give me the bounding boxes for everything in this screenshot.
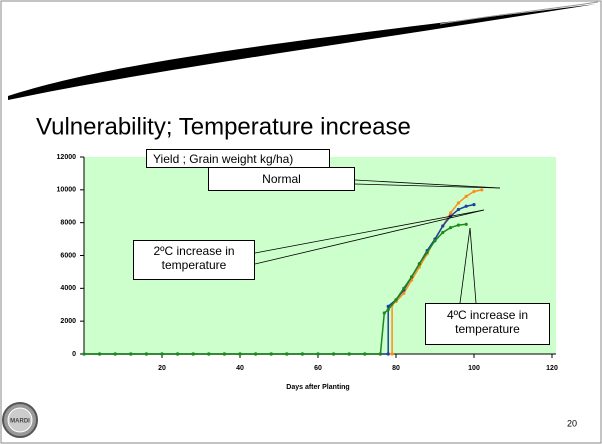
point: [410, 275, 414, 279]
y-tick-label: 0: [72, 351, 76, 358]
point: [238, 352, 242, 356]
x-tick-label: 60: [314, 365, 322, 372]
callout-line: [254, 209, 485, 265]
point: [386, 352, 390, 356]
callout-line: [469, 227, 477, 304]
point: [464, 194, 468, 198]
point: [402, 286, 406, 290]
point: [129, 352, 133, 356]
y-tick-label: 10000: [57, 187, 77, 194]
point: [456, 207, 460, 212]
point: [316, 352, 320, 356]
annotation: Yield ; Grain weight kg/ha): [146, 149, 330, 168]
annotation: Normal: [208, 167, 355, 191]
point: [386, 308, 390, 312]
y-tick-label: 6000: [60, 252, 76, 259]
point: [456, 201, 460, 205]
point: [300, 352, 304, 356]
point: [98, 352, 102, 356]
point: [402, 291, 406, 295]
point: [425, 250, 429, 254]
point: [441, 224, 445, 228]
logo-inner: [7, 407, 33, 433]
point: [449, 225, 453, 230]
logo-text: MARDI: [10, 419, 30, 425]
annotation: 4ºC increase in temperature: [425, 303, 550, 345]
point: [82, 352, 86, 356]
point: [441, 230, 445, 235]
point: [269, 352, 273, 356]
point: [449, 211, 453, 215]
x-tick-label: 40: [236, 365, 244, 372]
point: [254, 352, 258, 356]
point: [456, 223, 460, 227]
point: [332, 352, 336, 356]
point: [160, 352, 164, 356]
point: [472, 203, 476, 207]
callout-line: [459, 227, 471, 304]
swoosh: [8, 4, 596, 100]
point: [394, 298, 398, 302]
point: [382, 311, 386, 315]
point: [464, 204, 468, 208]
callouts: [254, 179, 501, 304]
x-tick-label: 20: [158, 365, 166, 372]
point: [347, 352, 351, 356]
callout-line: [354, 183, 501, 189]
page-number: 20: [567, 418, 577, 428]
point: [363, 352, 367, 356]
point: [464, 222, 468, 226]
point: [144, 352, 148, 356]
x-axis-label: Days after Planting: [286, 384, 349, 391]
point: [417, 262, 421, 266]
y-tick-label: 4000: [60, 285, 76, 292]
point: [472, 189, 476, 194]
point: [386, 304, 390, 308]
point: [176, 352, 180, 356]
point: [433, 239, 437, 243]
annotation: 2ºC increase in temperature: [133, 240, 255, 280]
point: [378, 352, 382, 356]
y-tick-label: 2000: [60, 318, 76, 325]
point: [207, 352, 211, 356]
series-line: [84, 223, 467, 355]
callout-line: [354, 179, 501, 189]
x-tick-label: 80: [392, 365, 400, 372]
y-tick-label: 12000: [57, 154, 77, 161]
y-tick-label: 8000: [60, 220, 76, 227]
slide-title: Vulnerability; Temperature increase: [36, 113, 411, 140]
callout-line: [254, 209, 485, 254]
point: [480, 188, 484, 192]
point: [285, 352, 289, 356]
point: [390, 352, 394, 356]
swoosh-thin: [439, 1, 599, 25]
point: [222, 352, 226, 356]
x-tick-label: 120: [546, 365, 558, 372]
x-tick-label: 100: [468, 365, 480, 372]
point: [113, 352, 117, 356]
point: [191, 352, 195, 356]
